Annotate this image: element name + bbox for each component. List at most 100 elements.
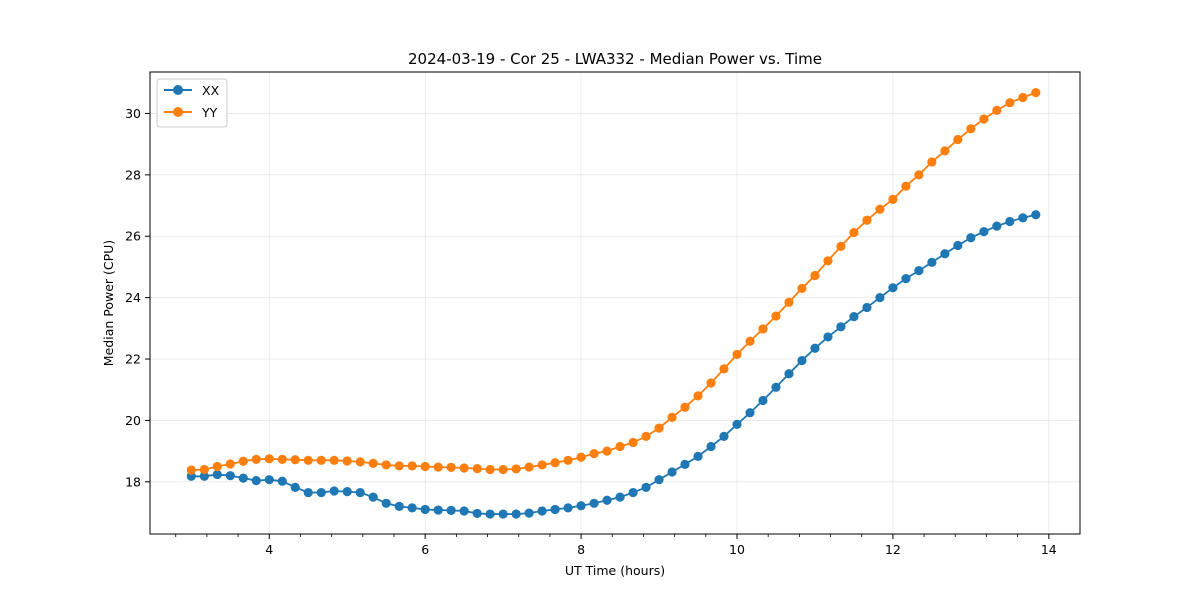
series-xx-point (394, 501, 404, 511)
series-yy-point (875, 204, 885, 214)
legend-xx-label: XX (202, 83, 220, 98)
series-xx-point (667, 467, 677, 477)
series-yy-point (1005, 98, 1015, 108)
series-yy-point (472, 464, 482, 474)
series-xx-point (862, 302, 872, 313)
series-xx-point (888, 283, 898, 293)
series-xx-point (355, 487, 365, 498)
series-yy-point (537, 460, 547, 470)
y-tick-label: 24 (125, 290, 141, 305)
series-yy-point (641, 431, 651, 441)
series-xx-point (524, 508, 534, 518)
series-yy-point (550, 458, 560, 468)
series-yy-point (654, 423, 664, 433)
y-tick-label: 28 (125, 167, 141, 182)
x-tick-label: 10 (729, 542, 745, 557)
series-yy-point (745, 336, 755, 346)
series-xx-point (979, 227, 989, 237)
series-xx-point (368, 492, 378, 502)
series-yy-point (485, 464, 495, 475)
series-yy-point (511, 464, 521, 474)
series-yy-point (524, 462, 534, 472)
series-yy-point (706, 378, 716, 388)
series-yy-point (381, 460, 391, 470)
series-yy-point (771, 311, 781, 321)
series-yy-point (1018, 92, 1028, 103)
series-xx-point (277, 476, 287, 486)
series-xx-point (537, 506, 547, 516)
series-xx-point (511, 509, 521, 519)
series-yy-point (1031, 87, 1041, 98)
series-xx-point (966, 233, 976, 243)
series-xx-point (563, 503, 573, 513)
series-yy-point (303, 455, 313, 465)
series-xx-point (823, 332, 833, 342)
series-yy-point (576, 452, 586, 462)
series-xx-point (784, 369, 794, 379)
series-xx-point (303, 487, 313, 498)
series-yy-point (615, 441, 625, 452)
series-yy-point (446, 462, 456, 472)
series-xx-point (329, 486, 339, 496)
series-xx-point (459, 506, 469, 516)
series-yy-point (186, 465, 196, 475)
series-xx-point (407, 503, 417, 513)
series-xx-point (342, 487, 352, 497)
series-yy-point (732, 349, 742, 360)
plot-frame (149, 71, 1081, 535)
x-tick-label: 8 (577, 542, 585, 557)
series-yy-point (342, 456, 352, 466)
series-xx-point (927, 257, 937, 267)
series-xx-point (732, 419, 742, 430)
series-xx-point (498, 509, 508, 519)
series-yy-point (498, 464, 508, 475)
series-yy-point (784, 297, 794, 307)
series-yy-point (199, 464, 209, 475)
series-xx-point (797, 355, 807, 366)
series-xx-point (875, 293, 885, 303)
series-xx-line (191, 213, 1037, 515)
legend-xx-marker (173, 85, 183, 95)
series-xx-point (251, 475, 261, 486)
series-yy-point (329, 455, 339, 465)
series-yy-point (368, 458, 378, 468)
series-yy-point (212, 461, 222, 472)
legend-yy-marker (173, 107, 183, 117)
series-xx-point (628, 487, 638, 498)
series-xx-point (212, 469, 222, 480)
series-xx-point (381, 498, 391, 508)
x-tick-label: 14 (1041, 542, 1057, 557)
series-yy-point (953, 134, 963, 145)
y-tick-label: 18 (125, 474, 141, 489)
series-xx-point (199, 471, 209, 481)
series-yy-point (901, 181, 911, 191)
series-xx-point (719, 431, 729, 441)
series-yy-point (836, 241, 846, 251)
chart-title: 2024-03-19 - Cor 25 - LWA332 - Median Po… (408, 50, 822, 68)
series-yy-point (251, 454, 261, 464)
series-yy-point (680, 402, 690, 412)
x-tick-label: 4 (265, 542, 273, 557)
series-yy-point (888, 194, 898, 204)
series-xx-point (433, 505, 443, 515)
x-tick-label: 12 (885, 542, 901, 557)
x-tick-label: 6 (421, 542, 429, 557)
series-xx-point (316, 487, 326, 498)
series-xx-point (992, 221, 1002, 231)
series-yy-point (628, 437, 638, 448)
series-yy-point (355, 457, 365, 467)
series-xx-point (1031, 210, 1041, 220)
series-xx-point (420, 504, 430, 515)
series-yy-point (225, 459, 235, 469)
series-yy-point (264, 454, 274, 464)
series-xx-point (901, 274, 911, 284)
series-xx-point (940, 249, 950, 259)
y-axis-label: Median Power (CPU) (101, 240, 116, 366)
series-yy-point (433, 462, 443, 472)
series-xx-point (225, 471, 235, 481)
series-yy-point (719, 364, 729, 374)
series-xx-point (706, 441, 716, 452)
series-xx-point (238, 473, 248, 483)
series-xx-point (914, 266, 924, 276)
